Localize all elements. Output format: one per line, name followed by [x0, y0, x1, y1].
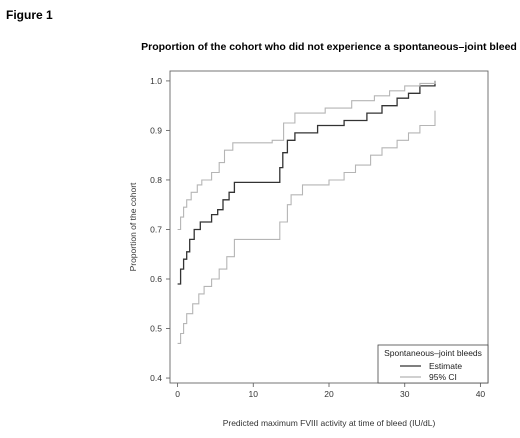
legend: Spontaneous–joint bleeds Estimate 95% CI [377, 344, 489, 384]
x-axis-label: Predicted maximum FVIII activity at time… [223, 418, 436, 428]
y-tick-label: 0.7 [150, 224, 162, 234]
x-tick-label: 30 [400, 389, 410, 399]
legend-entry-ci: 95% CI [429, 372, 457, 382]
y-tick-label: 0.9 [150, 125, 162, 135]
y-tick-label: 0.6 [150, 274, 162, 284]
plot-frame [169, 70, 489, 384]
series-line-95-ci-lower [177, 110, 436, 344]
y-tick-label: 0.4 [150, 373, 162, 383]
y-tick-label: 0.5 [150, 324, 162, 334]
y-axis: 0.4 0.5 0.6 0.7 0.8 0.9 1.0 [150, 76, 170, 383]
legend-entry-estimate: Estimate [429, 361, 462, 371]
series-line-95-ci-upper [177, 80, 436, 231]
figure-label: Figure 1 [6, 8, 53, 22]
x-axis: 0 10 20 30 40 [175, 383, 485, 399]
series-layer [177, 80, 436, 344]
x-tick-label: 40 [476, 389, 486, 399]
series-line-estimate [177, 80, 436, 285]
y-axis-label: Proportion of the cohort [128, 182, 138, 271]
legend-title: Spontaneous–joint bleeds [384, 348, 482, 358]
y-tick-label: 0.8 [150, 175, 162, 185]
y-tick-label: 1.0 [150, 76, 162, 86]
x-tick-label: 10 [249, 389, 259, 399]
chart-title: Proportion of the cohort who did not exp… [141, 41, 517, 53]
x-tick-label: 20 [324, 389, 334, 399]
x-tick-label: 0 [175, 389, 180, 399]
legend-box [377, 344, 489, 384]
